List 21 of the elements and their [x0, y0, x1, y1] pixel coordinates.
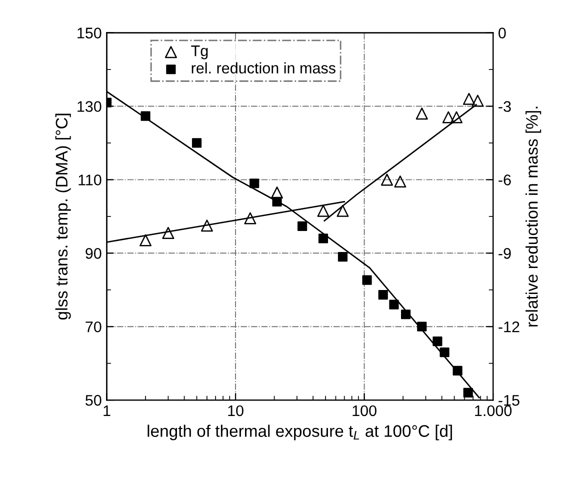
legend-label: Tg	[191, 46, 208, 60]
legend-label: rel. reduction in mass	[192, 62, 336, 74]
x-tick-label: 10	[228, 405, 244, 416]
x-tick-label: 1.000	[475, 405, 512, 416]
y-axis-title: glss trans. temp. (DMA) [°C]	[55, 114, 71, 320]
y-tick-label: 50	[86, 394, 102, 406]
x-tick-label: 1	[104, 405, 110, 416]
y-tick-label: 110	[78, 174, 102, 186]
y-tick-label: 130	[78, 101, 102, 112]
y2-tick-label: -12	[498, 321, 520, 332]
y2-axis-title: relative reduction in mass [%].	[526, 106, 542, 326]
y2-tick-label: -15	[498, 395, 520, 406]
x-axis-title: length of thermal exposure t$_{L}$ at 100°C [d]	[148, 424, 452, 440]
y2-tick-label: -3	[498, 101, 511, 112]
y2-tick-label: -9	[498, 248, 511, 259]
y-tick-label: 90	[86, 248, 102, 259]
x-tick-label: 100	[352, 405, 376, 416]
y-tick-label: 70	[86, 321, 102, 332]
y-tick-label: 150	[78, 28, 102, 38]
y2-tick-label: 0	[498, 28, 506, 38]
y2-tick-label: -6	[498, 174, 511, 186]
